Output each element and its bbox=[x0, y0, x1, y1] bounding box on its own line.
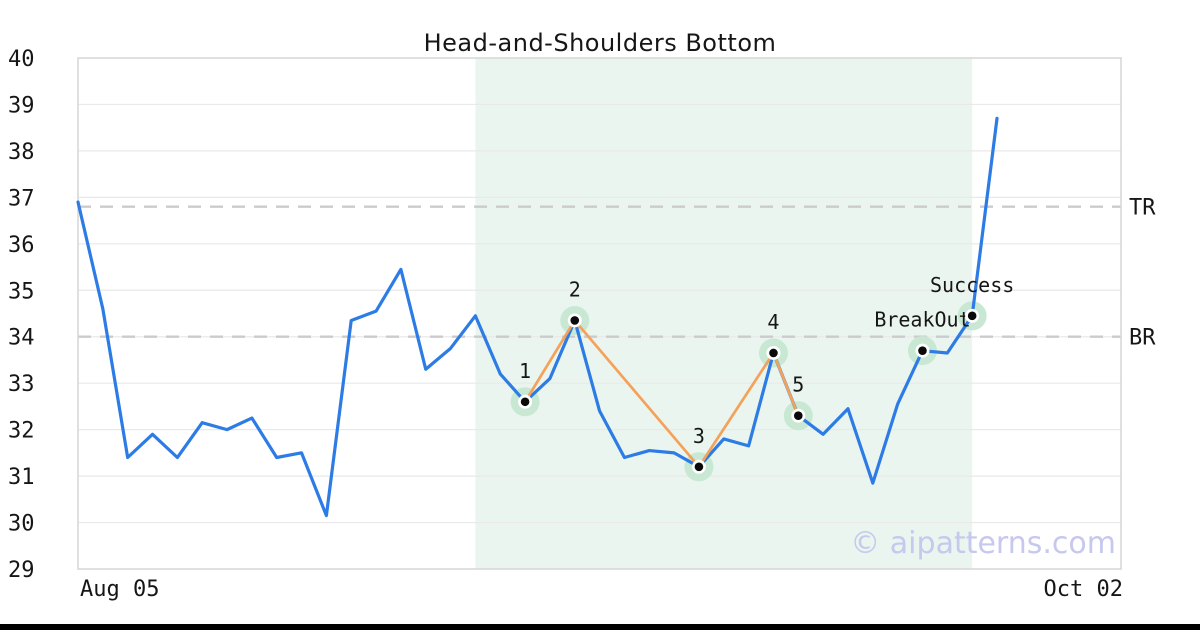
y-tick-label-35: 35 bbox=[8, 279, 35, 304]
marker-dot-success bbox=[967, 311, 977, 321]
plot-border bbox=[77, 57, 1122, 570]
y-tick-label-33: 33 bbox=[8, 372, 35, 397]
pattern-zone-region bbox=[475, 58, 973, 569]
annotation-label-1: 1 bbox=[519, 359, 531, 383]
marker-dot-3 bbox=[694, 462, 704, 472]
level-label-br: BR bbox=[1129, 326, 1156, 351]
y-tick-label-29: 29 bbox=[8, 558, 35, 583]
y-tick-label-36: 36 bbox=[8, 233, 35, 258]
chart-title: Head-and-Shoulders Bottom bbox=[423, 29, 777, 57]
y-tick-label-37: 37 bbox=[8, 186, 35, 211]
marker-dot-1 bbox=[520, 397, 530, 407]
marker-dot-5 bbox=[793, 411, 803, 421]
annotation-label-4: 4 bbox=[767, 310, 779, 334]
price-line bbox=[76, 116, 999, 518]
y-tick-label-34: 34 bbox=[8, 326, 35, 351]
level-label-tr: TR bbox=[1129, 196, 1156, 221]
bottom-bar bbox=[0, 624, 1200, 630]
annotation-label-breakout: BreakOut bbox=[874, 308, 970, 332]
y-tick-label-30: 30 bbox=[8, 512, 35, 537]
marker-dot-2 bbox=[570, 316, 580, 325]
annotation-label-3: 3 bbox=[693, 424, 705, 448]
y-tick-label-40: 40 bbox=[8, 47, 35, 72]
y-tick-label-39: 39 bbox=[8, 93, 35, 118]
y-tick-label-32: 32 bbox=[8, 419, 35, 444]
annotation-label-5: 5 bbox=[792, 373, 804, 397]
watermark: © aipatterns.com bbox=[850, 526, 1116, 561]
annotation-label-success: Success bbox=[930, 273, 1014, 297]
marker-dot-4 bbox=[769, 348, 778, 358]
annotation-label-2: 2 bbox=[569, 277, 581, 301]
y-tick-label-38: 38 bbox=[8, 140, 35, 165]
y-tick-label-31: 31 bbox=[8, 465, 35, 490]
x-tick-label-start: Aug 05 bbox=[80, 577, 159, 602]
x-tick-label-end: Oct 02 bbox=[1044, 577, 1123, 602]
marker-dot-breakout bbox=[918, 346, 927, 355]
